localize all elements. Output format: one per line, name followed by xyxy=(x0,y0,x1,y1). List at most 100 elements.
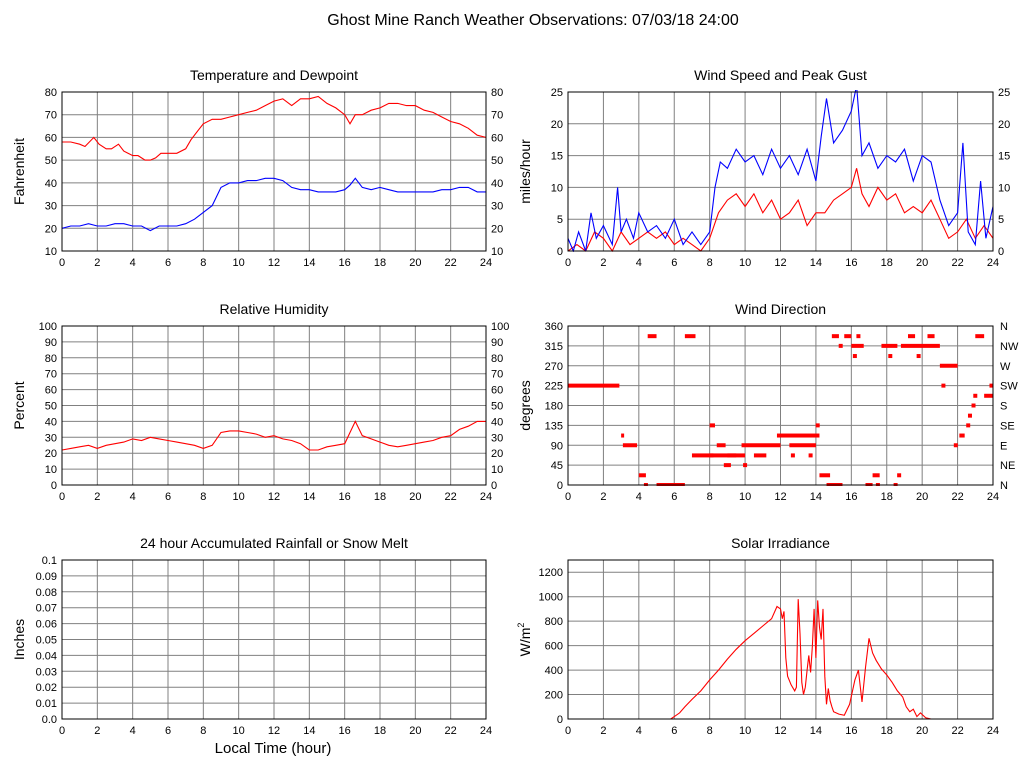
x-tick-label: 2 xyxy=(94,725,100,737)
right-tick-label: SW xyxy=(1000,381,1018,393)
y-tick-label: 30 xyxy=(45,201,57,213)
x-tick-label: 4 xyxy=(636,491,642,503)
direction-run xyxy=(638,473,646,478)
plot-frame xyxy=(567,325,994,486)
x-tick-label: 18 xyxy=(374,725,386,737)
y-tick-label: 0.06 xyxy=(36,619,57,631)
chart-title: Relative Humidity xyxy=(220,301,329,317)
direction-run xyxy=(691,453,737,458)
right-tick-label: S xyxy=(1000,401,1007,413)
x-axis-label: Local Time (hour) xyxy=(215,740,332,757)
right-tick-label: 15 xyxy=(998,151,1010,163)
plot-frame xyxy=(567,559,994,720)
right-tick-label: 20 xyxy=(491,223,503,235)
direction-run xyxy=(753,453,767,458)
right-tick-label: NW xyxy=(1000,341,1019,353)
x-tick-label: 8 xyxy=(200,491,206,503)
direction-run xyxy=(975,334,985,339)
x-tick-label: 4 xyxy=(130,257,136,269)
y-tick-label: 1200 xyxy=(539,567,563,579)
y-tick-label: 225 xyxy=(545,381,563,393)
y-tick-label: 0.03 xyxy=(36,666,57,678)
x-tick-label: 4 xyxy=(636,257,642,269)
x-tick-label: 8 xyxy=(200,725,206,737)
x-tick-label: 12 xyxy=(268,725,280,737)
chart-title: Wind Speed and Peak Gust xyxy=(694,67,867,83)
right-tick-label: SE xyxy=(1000,420,1015,432)
y-tick-label: 60 xyxy=(45,385,57,397)
right-tick-label: N xyxy=(1000,321,1008,333)
x-tick-label: 2 xyxy=(600,725,606,737)
direction-run xyxy=(716,443,726,448)
y-tick-label: 20 xyxy=(551,119,563,131)
right-tick-label: 50 xyxy=(491,401,503,413)
direction-run xyxy=(709,423,715,428)
plot-frame xyxy=(61,559,487,720)
x-tick-label: 2 xyxy=(600,491,606,503)
x-tick-label: 6 xyxy=(671,491,677,503)
plot-area xyxy=(568,599,993,720)
y-axis-label: Percent xyxy=(11,381,27,429)
x-tick-label: 12 xyxy=(774,725,786,737)
x-tick-label: 20 xyxy=(409,491,421,503)
right-tick-label: 50 xyxy=(491,155,503,167)
right-tick-label: 30 xyxy=(491,432,503,444)
x-tick-label: 4 xyxy=(636,725,642,737)
x-tick-label: 10 xyxy=(233,725,245,737)
direction-point xyxy=(971,403,976,408)
direction-run xyxy=(568,383,620,388)
x-tick-label: 10 xyxy=(739,257,751,269)
x-tick-label: 14 xyxy=(303,257,315,269)
x-tick-label: 16 xyxy=(339,725,351,737)
y-tick-label: 315 xyxy=(545,341,563,353)
right-tick-label: 100 xyxy=(491,321,509,333)
x-tick-label: 14 xyxy=(810,725,822,737)
right-tick-label: N xyxy=(1000,480,1008,492)
x-tick-label: 24 xyxy=(987,257,999,269)
x-tick-label: 24 xyxy=(480,491,492,503)
y-tick-label: 180 xyxy=(545,401,563,413)
x-tick-label: 14 xyxy=(810,257,822,269)
direction-point xyxy=(790,453,795,458)
x-tick-label: 22 xyxy=(951,491,963,503)
y-tick-label: 25 xyxy=(551,87,563,99)
series-line xyxy=(568,168,993,252)
right-tick-label: 80 xyxy=(491,87,503,99)
y-tick-label: 0 xyxy=(557,480,563,492)
right-tick-label: 10 xyxy=(998,182,1010,194)
direction-run xyxy=(831,334,839,339)
x-tick-label: 2 xyxy=(94,491,100,503)
series-line xyxy=(62,420,486,451)
x-tick-label: 2 xyxy=(600,257,606,269)
direction-point xyxy=(743,463,748,468)
direction-run xyxy=(851,343,864,348)
x-tick-label: 0 xyxy=(59,725,65,737)
y-tick-label: 70 xyxy=(45,110,57,122)
x-tick-label: 16 xyxy=(845,257,857,269)
y-tick-label: 360 xyxy=(545,321,563,333)
direction-run xyxy=(939,363,958,368)
y-tick-label: 1000 xyxy=(539,592,563,604)
x-tick-label: 22 xyxy=(951,725,963,737)
page-title: Ghost Mine Ranch Weather Observations: 0… xyxy=(327,12,739,29)
direction-run xyxy=(989,383,993,388)
right-tick-label: 40 xyxy=(491,416,503,428)
right-tick-label: NE xyxy=(1000,460,1015,472)
y-tick-label: 0.04 xyxy=(36,650,57,662)
direction-run xyxy=(723,463,731,468)
x-tick-label: 6 xyxy=(165,725,171,737)
direction-run xyxy=(622,443,638,448)
y-tick-label: 135 xyxy=(545,420,563,432)
direction-run xyxy=(727,453,746,458)
y-axis-label: degrees xyxy=(517,380,533,431)
direction-run xyxy=(908,334,916,339)
x-tick-label: 10 xyxy=(739,725,751,737)
x-tick-label: 20 xyxy=(409,257,421,269)
chart-title: Solar Irradiance xyxy=(731,535,830,551)
x-tick-label: 2 xyxy=(94,257,100,269)
